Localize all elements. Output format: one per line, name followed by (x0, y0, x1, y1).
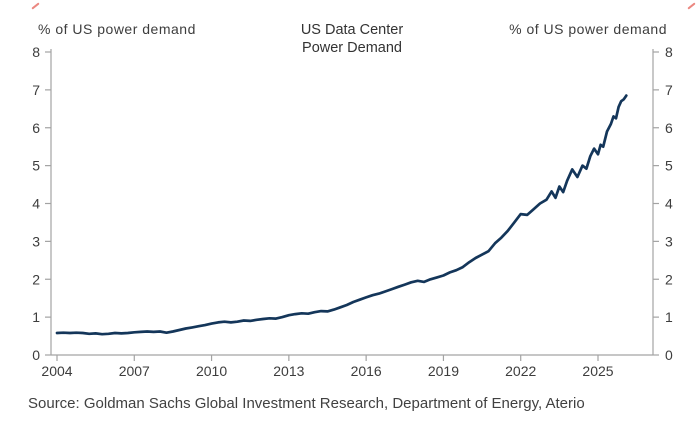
right-axis-unit-label: % of US power demand (509, 21, 667, 37)
x-tick-label: 2007 (119, 363, 150, 379)
y-tick-label-left: 2 (32, 271, 40, 287)
chart-title-line1: US Data Center (300, 22, 404, 38)
x-tick-label: 2016 (351, 363, 382, 379)
x-tick-label: 2013 (273, 363, 304, 379)
chart-title: US Data Center Power Demand (257, 21, 447, 57)
y-tick-label-left: 1 (32, 309, 40, 325)
y-tick-label-right: 2 (665, 271, 673, 287)
y-tick-label-left: 8 (32, 44, 40, 60)
y-tick-label-right: 3 (665, 233, 673, 249)
x-tick-label: 2022 (505, 363, 536, 379)
y-tick-label-left: 4 (32, 196, 40, 212)
y-tick-label-right: 6 (665, 120, 673, 136)
y-tick-label-right: 8 (665, 44, 673, 60)
demand-line (55, 94, 628, 336)
source-attribution: Source: Goldman Sachs Global Investment … (28, 395, 585, 412)
y-tick-label-left: 5 (32, 158, 40, 174)
y-tick-label-left: 6 (32, 120, 40, 136)
y-tick-label-left: 7 (32, 82, 40, 98)
y-tick-label-right: 0 (665, 347, 673, 363)
left-axis-unit-label: % of US power demand (38, 21, 196, 37)
x-tick-label: 2019 (428, 363, 459, 379)
y-tick-label-right: 7 (665, 82, 673, 98)
y-tick-label-right: 4 (665, 196, 673, 212)
y-tick-label-left: 0 (32, 347, 40, 363)
y-tick-label-right: 1 (665, 309, 673, 325)
x-tick-label: 2025 (582, 363, 613, 379)
chart-title-line2: Power Demand (302, 40, 402, 56)
x-tick-label: 2010 (196, 363, 227, 379)
x-tick-label: 2004 (41, 363, 72, 379)
y-tick-label-right: 5 (665, 158, 673, 174)
y-tick-label-left: 3 (32, 233, 40, 249)
